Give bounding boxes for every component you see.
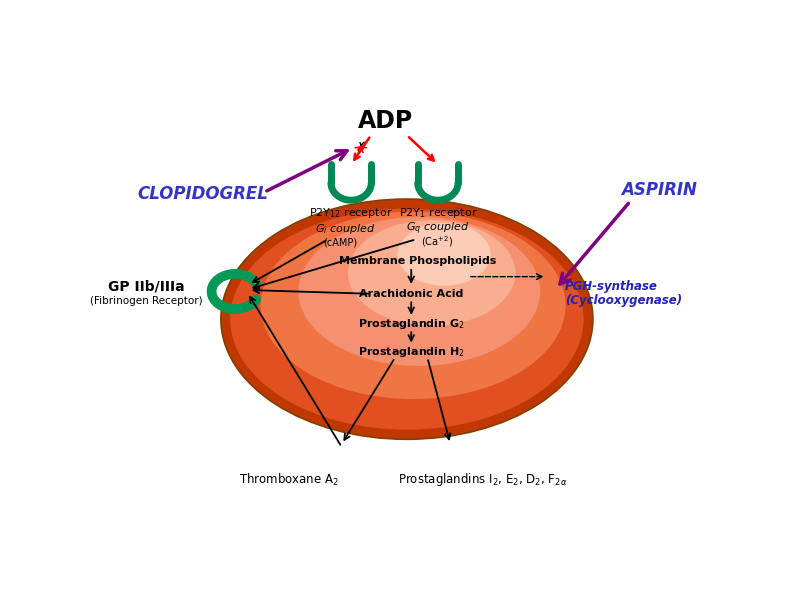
Text: P2Y$_1$ receptor: P2Y$_1$ receptor (398, 206, 478, 220)
Text: PGH-synthase: PGH-synthase (565, 280, 658, 293)
Ellipse shape (398, 223, 490, 286)
Text: P2Y$_{12}$ receptor: P2Y$_{12}$ receptor (310, 206, 393, 220)
Text: GP IIb/IIIa: GP IIb/IIIa (108, 280, 185, 294)
Ellipse shape (230, 209, 583, 430)
Text: ADP: ADP (358, 109, 413, 133)
Text: (Fibrinogen Receptor): (Fibrinogen Receptor) (90, 296, 203, 305)
Ellipse shape (348, 220, 515, 326)
Text: Arachidonic Acid: Arachidonic Acid (359, 289, 463, 299)
Text: CLOPIDOGREL: CLOPIDOGREL (138, 185, 268, 203)
Text: (Cyclooxygenase): (Cyclooxygenase) (565, 294, 682, 307)
Text: ✗: ✗ (355, 141, 366, 154)
Text: Prostaglandins I$_2$, E$_2$, D$_2$, F$_{2\alpha}$: Prostaglandins I$_2$, E$_2$, D$_2$, F$_{… (398, 471, 568, 488)
Ellipse shape (221, 199, 593, 439)
Text: Thromboxane A$_2$: Thromboxane A$_2$ (239, 472, 339, 488)
Text: (cAMP): (cAMP) (323, 237, 358, 247)
Text: Membrane Phospholipids: Membrane Phospholipids (338, 256, 496, 266)
Text: $G_i$ coupled: $G_i$ coupled (314, 222, 375, 236)
Text: Prostaglandin H$_2$: Prostaglandin H$_2$ (358, 344, 465, 359)
Text: ASPIRIN: ASPIRIN (621, 181, 697, 199)
Text: (Ca$^{+2}$): (Ca$^{+2}$) (421, 235, 453, 250)
Ellipse shape (261, 212, 566, 399)
Text: Prostaglandin G$_2$: Prostaglandin G$_2$ (358, 317, 465, 331)
Text: $G_q$ coupled: $G_q$ coupled (406, 221, 470, 237)
Ellipse shape (298, 217, 540, 366)
